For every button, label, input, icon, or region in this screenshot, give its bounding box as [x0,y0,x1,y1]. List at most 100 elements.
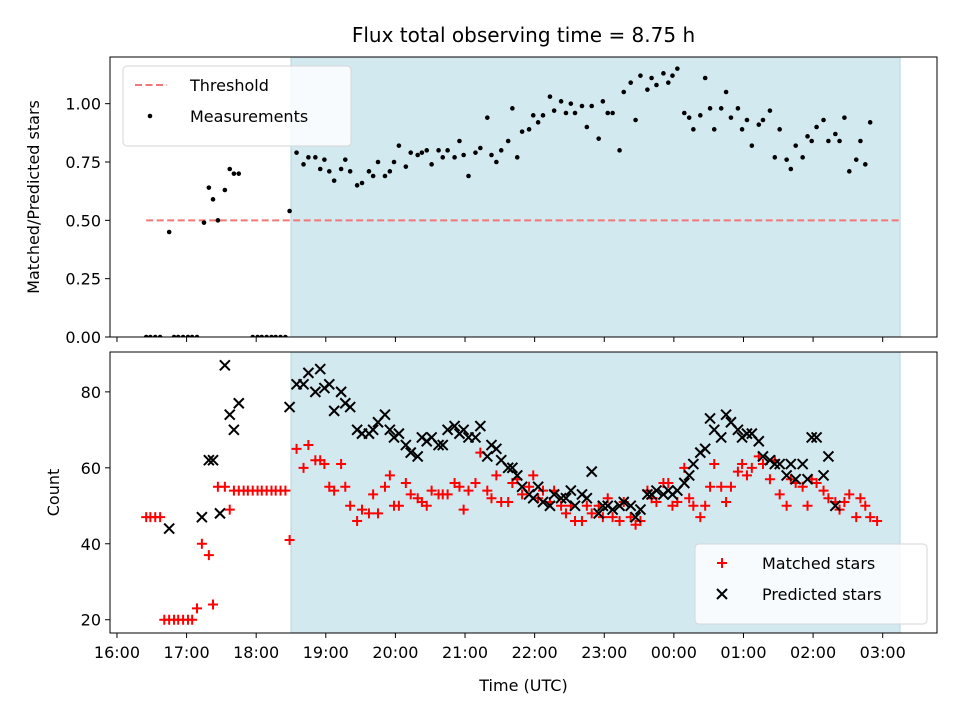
predicted-star-point [233,397,245,409]
matched-star-point [155,512,166,523]
measurement-point [654,82,659,88]
measurement-point [473,150,478,155]
y-tick-label: 20 [81,611,101,630]
predicted-star-point [335,386,347,398]
predicted-star-point [384,424,396,436]
matched-star-point [486,493,497,504]
predicted-star-point [829,500,842,512]
axes-frame [109,56,938,338]
predicted-star-point [687,458,700,470]
measurement-point [833,131,838,137]
x-tick-label: 22:00 [512,643,558,662]
measurement-point [645,87,650,92]
measurement-point [452,155,457,160]
predicted-star-point [634,503,647,516]
measurement-point [210,197,216,202]
measurement-point [215,218,221,223]
matched-star-point [781,500,792,511]
x-tick-label: 03:00 [860,643,906,662]
legend-measurement-swatch [147,113,153,119]
measurement-point [331,178,337,183]
measurement-point [359,180,365,186]
measurement-point [510,106,515,111]
x-tick-label: 20:00 [372,643,418,662]
measurement-point [338,166,344,172]
measurement-point [457,138,462,144]
measurement-point [784,157,789,162]
legend-label: Matched stars [762,554,875,573]
measurement-point [702,75,708,81]
measurement-point [526,127,532,132]
predicted-star-point [228,424,240,436]
predicted-star-point [548,488,560,501]
matched-star-point [811,478,822,489]
measurement-point [375,159,381,165]
measurement-point [347,169,353,174]
y-tick-label: 0.00 [65,328,101,347]
matched-star-point [196,538,207,549]
measurement-point [760,117,766,123]
chart-title: Flux total observing time = 8.75 h [352,23,695,47]
measurement-point [691,127,696,132]
measurement-point [707,106,713,111]
measurement-point [572,110,578,116]
y-tick-label: 1.00 [65,95,101,114]
measurement-point [814,124,819,130]
measurement-point [551,108,557,113]
predicted-star-point [789,473,802,485]
matched-star-point [721,496,732,507]
predicted-star-point [732,424,744,436]
measurement-point [403,164,409,169]
matched-star-point [329,485,340,496]
predicted-star-point [203,454,215,466]
matched-star-point [503,496,514,507]
predicted-star-point [586,465,598,478]
measurement-point [250,334,256,337]
matched-star-point [709,459,720,470]
measurement-point [436,148,441,153]
matched-star-point [741,470,752,481]
measurement-point [610,110,615,116]
predicted-star-point [328,405,340,417]
predicted-star-point [344,401,356,413]
matched-star-point [860,500,871,511]
matched-star-point [764,474,775,485]
measurement-point [440,155,446,160]
matched-star-point [368,489,379,500]
matched-star-point [684,493,695,504]
y-tick-label: 40 [81,535,101,554]
predicted-star-point [490,443,503,455]
measurement-point [670,73,675,78]
measurement-point [505,138,511,144]
predicted-star-point [796,458,809,470]
measurement-point [370,173,376,179]
matched-star-point [280,485,291,496]
matched-star-point [732,466,743,477]
matched-star-point [746,462,757,473]
matched-star-point [384,470,395,481]
measurement-point [728,115,734,120]
measurement-point [317,166,323,172]
measurement-point [255,334,260,337]
predicted-star-point [757,450,769,463]
predicted-star-point [565,484,577,497]
legend-box [122,65,352,147]
matched-star-point [405,489,416,500]
measurement-point [519,129,525,134]
measurement-point [294,150,299,155]
measurement-point [579,103,585,109]
measurement-point [826,138,831,144]
measurement-point [756,122,762,127]
measurement-point [222,187,228,193]
measurement-point [800,155,805,160]
predicted-star-point [400,439,412,451]
matched-star-point [336,459,347,470]
measurement-point [489,152,494,158]
matched-star-point [823,493,834,504]
legend-predicted-swatch [716,588,728,600]
matched-star-point [839,496,850,507]
matched-star-point [393,500,404,511]
measurement-point [396,143,402,148]
matched-star-point [737,459,748,470]
predicted-star-point [618,496,630,508]
